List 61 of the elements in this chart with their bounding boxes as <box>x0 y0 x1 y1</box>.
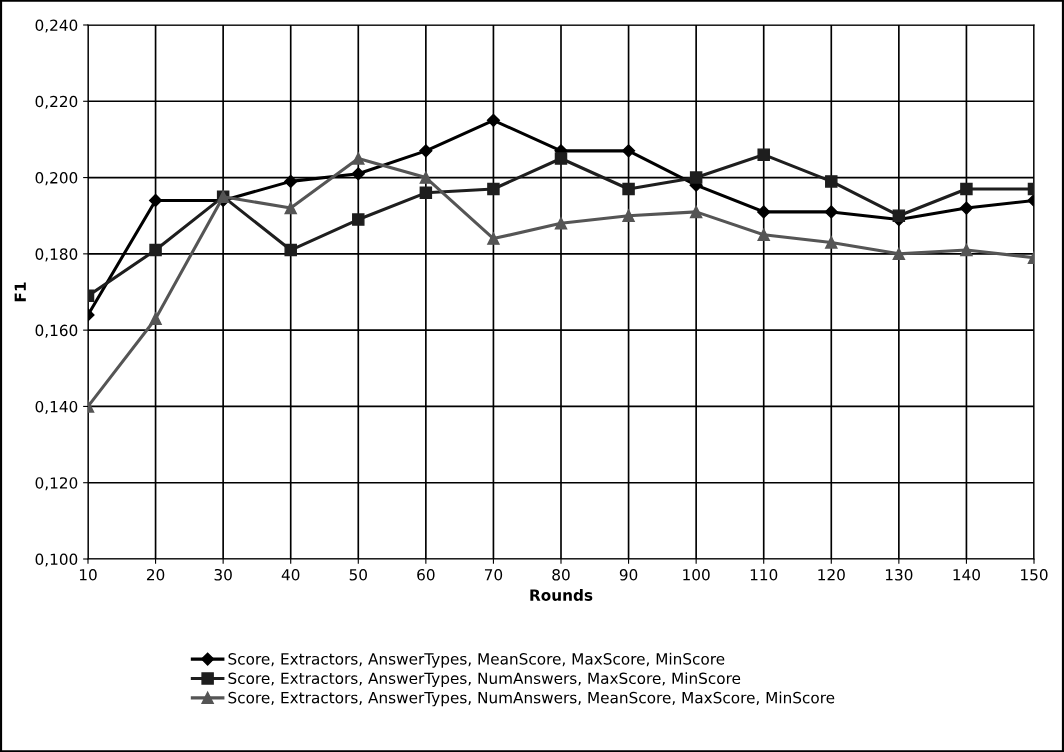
x-tick-label: 140 <box>953 568 980 581</box>
point <box>824 205 838 219</box>
x-tick-label: 20 <box>146 568 165 581</box>
point <box>689 171 703 184</box>
legend-label: Score, Extractors, AnswerTypes, NumAnswers, MeanScore, MaxScore, MinScore <box>228 691 835 707</box>
x-tick-label: 150 <box>1021 568 1048 581</box>
point <box>757 205 771 219</box>
point <box>892 247 906 261</box>
point <box>892 209 906 222</box>
point <box>825 236 838 249</box>
y-tick-label: 0,220 <box>35 95 78 109</box>
point <box>825 175 838 188</box>
x-tick-label: 70 <box>484 568 503 581</box>
y-tick-label: 0,240 <box>35 19 78 33</box>
point <box>757 148 770 161</box>
x-tick-label: 80 <box>552 568 570 581</box>
point <box>148 193 163 208</box>
x-axis-title: Rounds <box>530 589 593 601</box>
point <box>960 243 973 257</box>
point <box>622 209 635 222</box>
point <box>352 213 365 226</box>
x-tick-label: 120 <box>818 568 845 581</box>
y-tick-label: 0,100 <box>35 553 78 567</box>
x-tick-label: 90 <box>619 568 638 581</box>
x-tick-label: 110 <box>750 568 778 581</box>
point <box>284 201 297 215</box>
y-tick-label: 0,120 <box>35 477 78 491</box>
point <box>487 232 500 245</box>
point <box>487 182 500 196</box>
point <box>960 182 973 196</box>
point <box>486 113 501 127</box>
x-tick-label: 60 <box>417 568 435 581</box>
x-tick-label: 30 <box>214 568 232 581</box>
point <box>554 217 568 230</box>
x-tick-label: 40 <box>281 568 300 581</box>
point <box>351 167 365 181</box>
legend-label: Score, Extractors, AnswerTypes, NumAnswers, MaxScore, MinScore <box>228 672 741 688</box>
point <box>621 144 636 158</box>
x-tick-label: 10 <box>79 568 97 581</box>
y-axis-title: F1 <box>14 282 26 302</box>
point <box>689 205 703 219</box>
point <box>757 228 770 242</box>
point <box>419 171 433 184</box>
point <box>149 243 162 257</box>
x-tick-label: 50 <box>349 568 367 581</box>
legend-label: Score, Extractors, AnswerTypes, MeanScore, MaxScore, MinScore <box>228 652 725 668</box>
point <box>149 312 162 325</box>
point <box>419 144 433 158</box>
x-tick-label: 130 <box>885 568 913 581</box>
y-tick-label: 0,180 <box>35 248 78 262</box>
point <box>352 152 365 165</box>
y-tick-label: 0,160 <box>35 324 78 338</box>
point <box>959 201 974 215</box>
point <box>554 152 568 165</box>
point <box>419 186 433 200</box>
y-tick-label: 0,140 <box>35 400 78 415</box>
y-tick-label: 0,200 <box>35 172 78 186</box>
x-tick-label: 100 <box>683 568 710 581</box>
point <box>622 182 635 196</box>
point <box>284 243 297 257</box>
point <box>284 174 298 188</box>
